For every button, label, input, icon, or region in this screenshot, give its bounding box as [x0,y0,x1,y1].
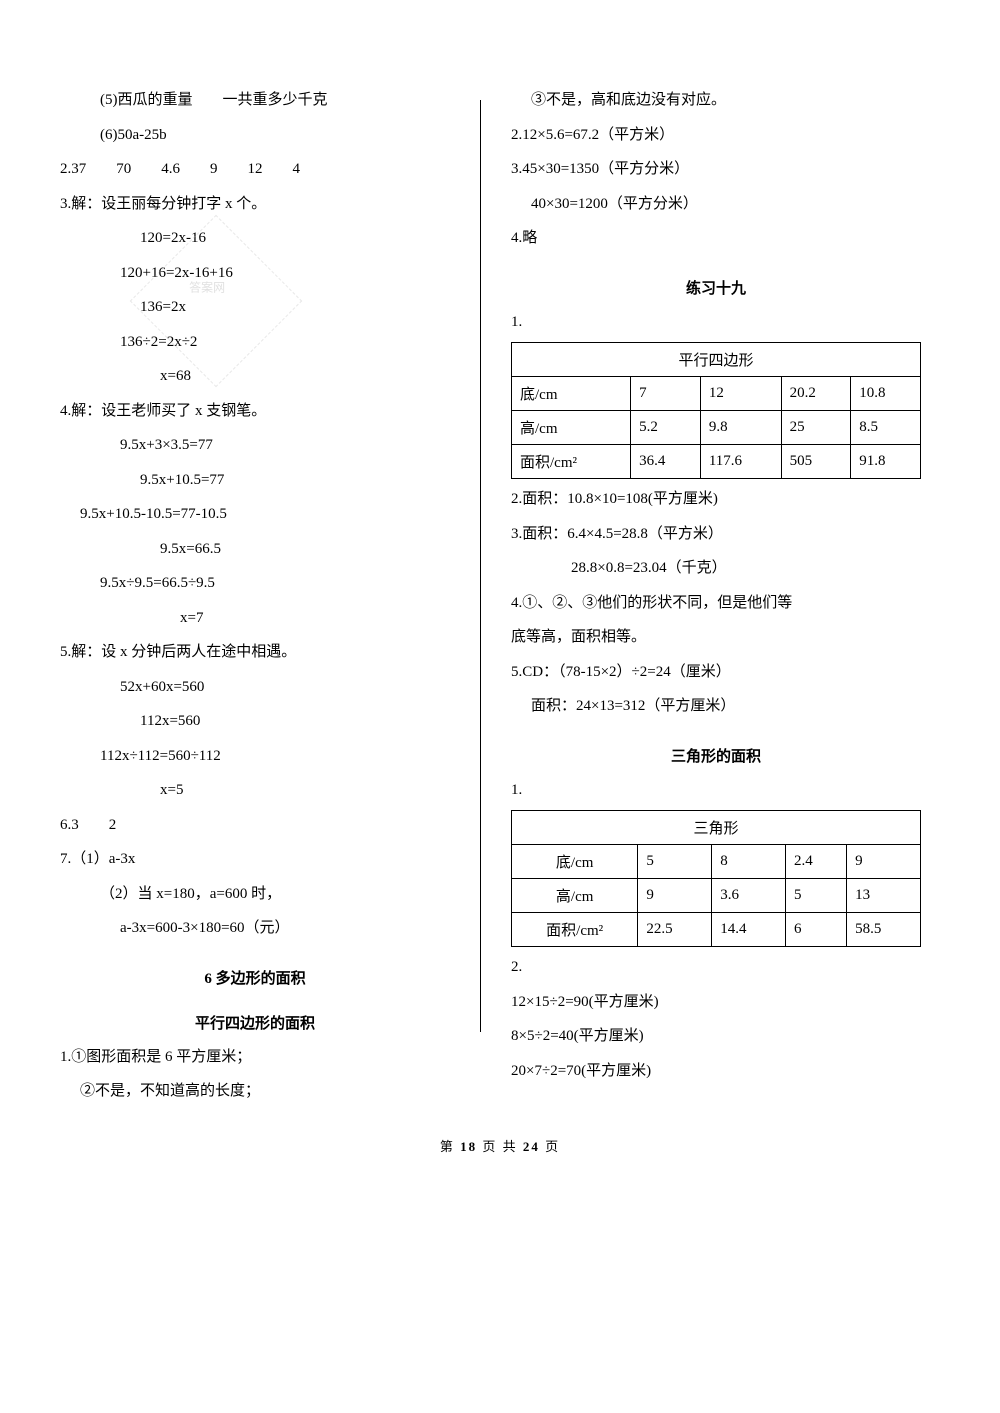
table-cell: 5.2 [631,411,701,445]
text-line: 8×5÷2=40(平方厘米) [511,1022,921,1051]
table-title: 三角形 [512,811,921,845]
text-line: (6)50a-25b [60,121,450,150]
text-line: 7.（1）a-3x [60,845,450,874]
table-cell: 5 [786,879,847,913]
text-line: 3.面积：6.4×4.5=28.8（平方米） [511,520,921,549]
table-cell: 13 [847,879,921,913]
table-cell: 底/cm [512,377,631,411]
table-cell: 36.4 [631,445,701,479]
text-line: a-3x=600-3×180=60（元） [60,914,450,943]
equation-line: 9.5x÷9.5=66.5÷9.5 [60,569,450,598]
text-line: 28.8×0.8=23.04（千克） [511,554,921,583]
text-line: 40×30=1200（平方分米） [511,190,921,219]
equation-line: 9.5x+3×3.5=77 [60,431,450,460]
table-cell: 面积/cm² [512,445,631,479]
table-cell: 9.8 [700,411,781,445]
equation-line: x=5 [60,776,450,805]
equation-line: 136÷2=2x÷2 [60,328,450,357]
table-row: 底/cm 7 12 20.2 10.8 [512,377,921,411]
footer-mid: 页 共 [482,1139,517,1154]
table-cell: 9 [847,845,921,879]
right-column: ③不是，高和底边没有对应。 2.12×5.6=67.2（平方米） 3.45×30… [481,80,921,1112]
table-cell: 5 [638,845,712,879]
equation-line: 112x=560 [60,707,450,736]
text-line: 12×15÷2=90(平方厘米) [511,988,921,1017]
text-line: 面积：24×13=312（平方厘米） [511,692,921,721]
table-row: 高/cm 9 3.6 5 13 [512,879,921,913]
table-row: 高/cm 5.2 9.8 25 8.5 [512,411,921,445]
table-cell: 2.4 [786,845,847,879]
table-cell: 58.5 [847,913,921,947]
text-line: 1. [511,308,921,337]
table-cell: 高/cm [512,879,638,913]
footer-prefix: 第 [440,1139,455,1154]
table-cell: 面积/cm² [512,913,638,947]
text-line: 2.面积：10.8×10=108(平方厘米) [511,485,921,514]
table-cell: 8.5 [851,411,921,445]
text-line: (5)西瓜的重量 一共重多少千克 [60,86,450,115]
text-line: 5.解：设 x 分钟后两人在途中相遇。 [60,638,450,667]
equation-line: 112x÷112=560÷112 [60,742,450,771]
equation-line: 120=2x-16 [60,224,450,253]
table-cell: 高/cm [512,411,631,445]
equation-line: 136=2x [60,293,450,322]
footer-page-total: 24 [523,1139,540,1154]
text-line: 4.①、②、③他们的形状不同，但是他们等 [511,589,921,618]
equation-line: 120+16=2x-16+16 [60,259,450,288]
triangle-table: 三角形 底/cm 5 8 2.4 9 高/cm 9 3.6 5 13 面积/cm… [511,810,921,947]
text-line: 1.①图形面积是 6 平方厘米； [60,1043,450,1072]
text-line: 2.37 70 4.6 9 12 4 [60,155,450,184]
text-line: （2）当 x=180，a=600 时， [60,880,450,909]
table-cell: 7 [631,377,701,411]
table-cell: 22.5 [638,913,712,947]
text-line: 3.45×30=1350（平方分米） [511,155,921,184]
footer-suffix: 页 [545,1139,560,1154]
left-column: (5)西瓜的重量 一共重多少千克 (6)50a-25b 2.37 70 4.6 … [60,80,480,1112]
page: 答案网 (5)西瓜的重量 一共重多少千克 (6)50a-25b 2.37 70 … [0,0,1000,1195]
table-row: 面积/cm² 36.4 117.6 505 91.8 [512,445,921,479]
equation-line: 9.5x+10.5-10.5=77-10.5 [60,500,450,529]
text-line: 4.略 [511,224,921,253]
table-cell: 14.4 [712,913,786,947]
section-heading: 练习十九 [511,277,921,298]
equation-line: x=7 [60,604,450,633]
equation-line: x=68 [60,362,450,391]
table-title: 平行四边形 [512,343,921,377]
table-cell: 10.8 [851,377,921,411]
table-cell: 底/cm [512,845,638,879]
table-cell: 6 [786,913,847,947]
text-line: 底等高，面积相等。 [511,623,921,652]
table-cell: 25 [781,411,851,445]
equation-line: 52x+60x=560 [60,673,450,702]
table-cell: 8 [712,845,786,879]
section-heading: 三角形的面积 [511,745,921,766]
parallelogram-table: 平行四边形 底/cm 7 12 20.2 10.8 高/cm 5.2 9.8 2… [511,342,921,479]
table-cell: 12 [700,377,781,411]
text-line: 6.3 2 [60,811,450,840]
equation-line: 9.5x=66.5 [60,535,450,564]
section-heading: 6 多边形的面积 [60,967,450,988]
table-cell: 91.8 [851,445,921,479]
text-line: 4.解：设王老师买了 x 支钢笔。 [60,397,450,426]
text-line: ③不是，高和底边没有对应。 [511,86,921,115]
footer-page-current: 18 [460,1139,477,1154]
text-line: 2.12×5.6=67.2（平方米） [511,121,921,150]
text-line: 2. [511,953,921,982]
table-cell: 505 [781,445,851,479]
table-row: 底/cm 5 8 2.4 9 [512,845,921,879]
section-subheading: 平行四边形的面积 [60,1012,450,1033]
text-line: ②不是，不知道高的长度； [60,1077,450,1106]
text-line: 3.解：设王丽每分钟打字 x 个。 [60,190,450,219]
table-row: 面积/cm² 22.5 14.4 6 58.5 [512,913,921,947]
text-line: 5.CD：（78-15×2）÷2=24（厘米） [511,658,921,687]
table-cell: 9 [638,879,712,913]
page-footer: 第 18 页 共 24 页 [60,1136,940,1155]
table-cell: 117.6 [700,445,781,479]
equation-line: 9.5x+10.5=77 [60,466,450,495]
text-line: 1. [511,776,921,805]
text-line: 20×7÷2=70(平方厘米) [511,1057,921,1086]
two-column-layout: 答案网 (5)西瓜的重量 一共重多少千克 (6)50a-25b 2.37 70 … [60,80,940,1112]
table-cell: 20.2 [781,377,851,411]
table-cell: 3.6 [712,879,786,913]
